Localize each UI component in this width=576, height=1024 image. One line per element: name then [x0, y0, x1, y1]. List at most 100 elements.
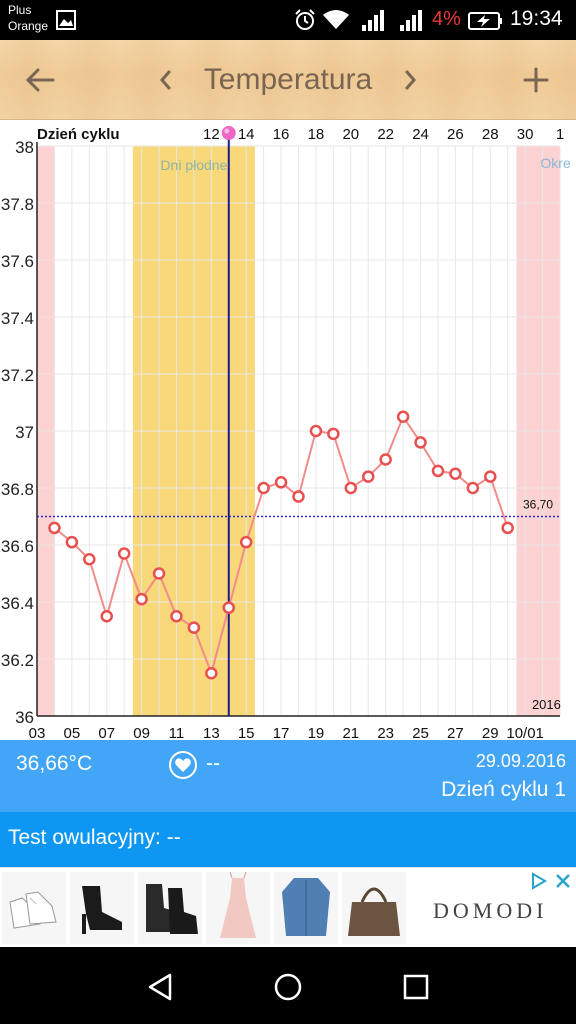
date-tick-label: 25 — [412, 725, 429, 740]
summary-panel: 36,66°C -- 29.09.2016 Dzień cyklu 1 — [0, 740, 576, 812]
signal-icon-2 — [400, 10, 422, 31]
temperature-data-point — [187, 621, 201, 634]
alarm-icon — [295, 9, 315, 30]
cycle-day-label: 22 — [377, 126, 394, 143]
temperature-data-point — [292, 490, 305, 503]
ad-item-dress[interactable] — [206, 872, 270, 944]
temperature-data-point — [327, 427, 340, 441]
arrow-left-icon — [25, 68, 55, 92]
carrier-line-2: Orange — [8, 19, 49, 33]
date-tick-label: 23 — [377, 725, 394, 740]
ad-brand-name[interactable]: DOMODI — [433, 898, 548, 923]
date-tick-label: 11 — [169, 725, 185, 740]
ad-choices-icon[interactable] — [528, 871, 548, 891]
y-tick-label: 37.8 — [1, 195, 34, 214]
page-title: Temperatura — [203, 63, 373, 96]
signal-icon-1 — [362, 10, 384, 31]
cycle-day-header: Dzień cyklu — [37, 126, 120, 143]
denim-shirt-icon — [282, 878, 330, 936]
date-tick-label: 03 — [29, 725, 46, 740]
ovulation-test-row[interactable]: Test owulacyjny: -- — [0, 812, 576, 867]
cycle-day-value: Dzień cyklu 1 — [441, 778, 566, 801]
heart-icon[interactable] — [168, 750, 198, 780]
cycle-day-label: 18 — [308, 126, 325, 143]
temperature-data-point — [309, 424, 323, 438]
date-tick-label: 29 — [482, 725, 499, 740]
temperature-data-point — [222, 601, 236, 614]
ovulation-test-label: Test owulacyjny: -- — [8, 826, 181, 849]
temperature-data-point — [65, 535, 79, 549]
date-tick-label: 19 — [308, 725, 325, 740]
ankle-boot-icon — [146, 884, 198, 934]
next-cycle-button[interactable] — [396, 58, 426, 102]
nav-back-button[interactable] — [140, 967, 180, 1007]
temperature-data-point — [396, 410, 410, 423]
temperature-data-point — [170, 610, 183, 623]
y-tick-label: 38 — [15, 138, 34, 157]
carrier-line-1: Plus — [8, 3, 32, 17]
date-value: 29.09.2016 — [475, 751, 566, 771]
clock: 19:34 — [510, 7, 563, 30]
triangle-back-icon — [148, 973, 172, 1001]
temperature-data-point — [100, 610, 113, 623]
ad-item-ankle-boot[interactable] — [138, 872, 202, 944]
y-tick-label: 37.2 — [1, 366, 34, 385]
cycle-day-label: 16 — [273, 126, 290, 143]
handbag-icon — [348, 887, 400, 936]
battery-percent: 4% — [432, 8, 461, 30]
date-tick-label: 15 — [238, 725, 255, 740]
plus-icon — [523, 67, 549, 93]
cycle-day-label: 24 — [412, 126, 429, 143]
heeled-boot-icon — [82, 886, 122, 934]
temperature-data-point — [274, 476, 288, 489]
chevron-right-icon — [405, 70, 416, 90]
temperature-data-point — [257, 481, 270, 495]
ad-item-denim-shirt[interactable] — [274, 872, 338, 944]
chart-canvas[interactable]: 38 37.8 37.6 37.4 37.2 37 36.8 36.6 36.4 36.2 36 Dz… — [0, 120, 576, 740]
temperature-data-point — [48, 521, 61, 535]
ad-banner[interactable]: DOMODI — [0, 867, 576, 947]
cycle-day-label: 28 — [482, 126, 499, 143]
temperature-data-point — [414, 436, 427, 449]
y-tick-label: 36 — [15, 708, 34, 727]
y-tick-label: 37.6 — [1, 252, 34, 271]
y-tick-label: 36.6 — [1, 537, 34, 556]
ad-item-sneakers[interactable] — [2, 872, 66, 944]
previous-cycle-button[interactable] — [150, 58, 180, 102]
heart-value: -- — [206, 752, 220, 775]
y-tick-label: 36.8 — [1, 480, 34, 499]
coverline-label: 36,70 — [523, 498, 553, 512]
temperature-data-point — [205, 667, 218, 680]
temperature-value: 36,66°C — [16, 752, 93, 775]
y-tick-label: 36.2 — [1, 651, 34, 670]
date-tick-label: 27 — [447, 725, 464, 740]
ovulation-marker-highlight — [224, 128, 230, 134]
close-icon[interactable] — [553, 871, 573, 891]
nav-home-button[interactable] — [268, 967, 308, 1007]
temperature-data-point — [152, 567, 166, 580]
y-tick-label: 37 — [15, 423, 34, 442]
temperature-data-point — [117, 547, 131, 560]
back-button[interactable] — [18, 58, 62, 102]
square-recent-icon — [403, 974, 429, 1000]
chevron-left-icon — [160, 70, 171, 90]
temperature-data-point — [484, 470, 497, 483]
date-tick-label: 17 — [273, 725, 290, 740]
cycle-day-label: 20 — [342, 126, 359, 143]
status-bar: Plus Orange 4% 19:34 — [0, 0, 576, 40]
temperature-data-point — [449, 467, 462, 480]
temperature-data-point — [135, 592, 148, 606]
ovulation-marker-icon — [221, 126, 236, 140]
ad-item-handbag[interactable] — [342, 872, 406, 944]
temperature-chart[interactable]: 38 37.8 37.6 37.4 37.2 37 36.8 36.6 36.4 36.2 36 Dz… — [0, 120, 576, 740]
image-notification-icon — [56, 10, 76, 30]
temperature-data-point — [361, 470, 375, 483]
cycle-day-label: 30 — [517, 126, 534, 143]
cycle-day-label: 26 — [447, 126, 464, 143]
add-button[interactable] — [514, 58, 558, 102]
fertile-days-label: Dni płodne — [160, 157, 227, 173]
temperature-data-point — [501, 521, 514, 535]
nav-recent-apps-button[interactable] — [396, 967, 436, 1007]
date-tick-label: 09 — [133, 725, 150, 740]
ad-item-heeled-boot[interactable] — [70, 872, 134, 944]
